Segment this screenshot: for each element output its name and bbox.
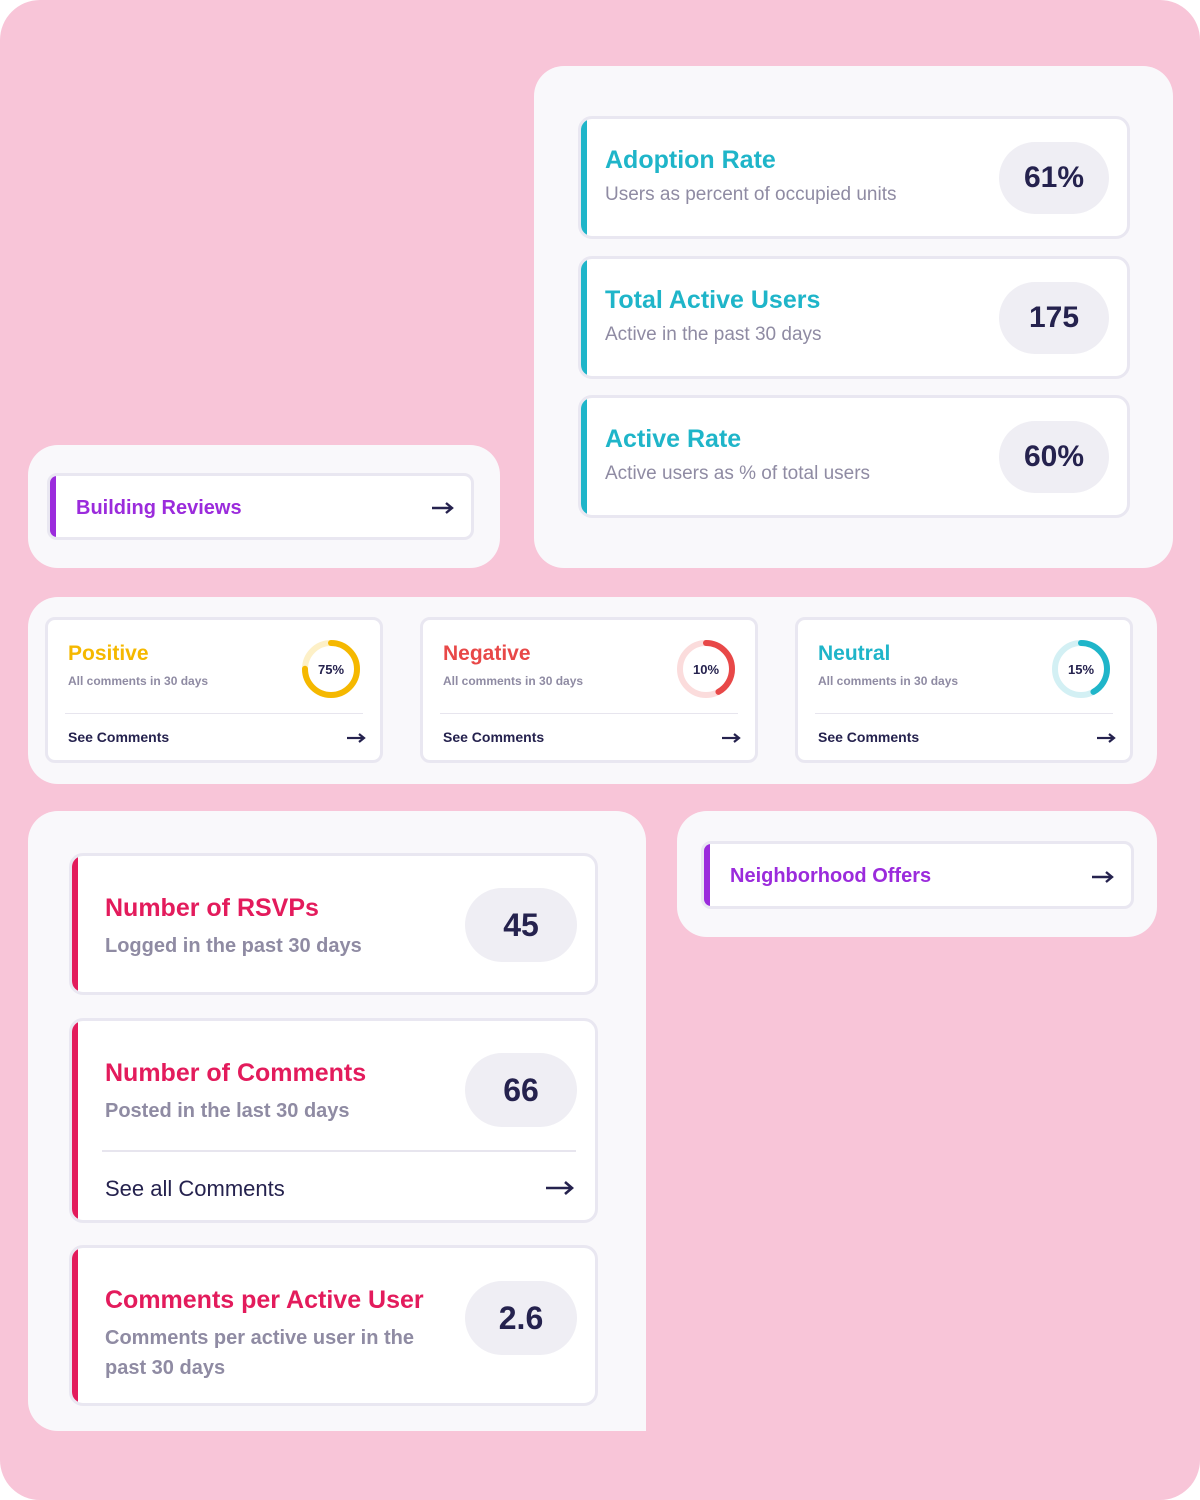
building-reviews-panel: Building Reviews xyxy=(28,445,500,568)
metric-value: 61% xyxy=(999,142,1109,214)
metric-title: Comments per Active User xyxy=(105,1286,424,1314)
accent-bar xyxy=(581,398,587,515)
sentiment-title: Neutral xyxy=(818,642,891,665)
accent-bar xyxy=(704,844,710,906)
arrow-right-icon xyxy=(1091,870,1115,884)
neighborhood-offers-label: Neighborhood Offers xyxy=(730,865,932,887)
building-reviews-label: Building Reviews xyxy=(76,497,242,519)
percent-label: 10% xyxy=(692,661,720,677)
divider xyxy=(102,1150,576,1152)
percent-label: 15% xyxy=(1067,661,1095,677)
user-metrics-panel: Adoption Rate Users as percent of occupi… xyxy=(534,66,1173,568)
negative-donut: 10% xyxy=(675,638,737,700)
positive-donut: 75% xyxy=(300,638,362,700)
neighborhood-offers-link[interactable]: Neighborhood Offers xyxy=(701,841,1134,909)
metric-value: 175 xyxy=(999,282,1109,354)
arrow-right-icon[interactable] xyxy=(721,731,741,749)
total-active-users-card[interactable]: Total Active Users Active in the past 30… xyxy=(578,256,1130,379)
neighborhood-offers-panel: Neighborhood Offers xyxy=(677,811,1157,937)
metric-value: 45 xyxy=(465,888,577,962)
metric-title: Number of Comments xyxy=(105,1059,367,1087)
metric-subtitle: Users as percent of occupied units xyxy=(605,184,897,205)
sentiment-subtitle: All comments in 30 days xyxy=(68,674,209,688)
metric-value: 66 xyxy=(465,1053,577,1127)
metric-subtitle: Logged in the past 30 days xyxy=(105,935,362,957)
accent-bar xyxy=(50,476,56,537)
see-all-comments-link[interactable]: See all Comments xyxy=(105,1176,285,1201)
accent-bar xyxy=(581,119,587,236)
accent-bar xyxy=(581,259,587,376)
percent-label: 75% xyxy=(317,661,345,677)
neutral-card: Neutral All comments in 30 days 15% See … xyxy=(795,617,1133,763)
see-comments-link[interactable]: See Comments xyxy=(818,729,920,745)
sentiment-subtitle: All comments in 30 days xyxy=(443,674,584,688)
rsvps-card[interactable]: Number of RSVPs Logged in the past 30 da… xyxy=(69,853,598,995)
metric-value: 2.6 xyxy=(465,1281,577,1355)
metric-title: Total Active Users xyxy=(605,286,821,314)
divider xyxy=(440,713,738,714)
metric-title: Active Rate xyxy=(605,425,742,453)
accent-bar xyxy=(72,1021,78,1220)
building-reviews-link[interactable]: Building Reviews xyxy=(47,473,474,540)
metric-subtitle: Active users as % of total users xyxy=(605,463,871,484)
sentiment-subtitle: All comments in 30 days xyxy=(818,674,959,688)
sentiment-panel: Positive All comments in 30 days 75% See… xyxy=(28,597,1157,784)
active-rate-card[interactable]: Active Rate Active users as % of total u… xyxy=(578,395,1130,518)
engagement-panel: Number of RSVPs Logged in the past 30 da… xyxy=(28,811,646,1431)
comments-per-user-card[interactable]: Comments per Active User Comments per ac… xyxy=(69,1245,598,1406)
arrow-right-icon[interactable] xyxy=(545,1180,575,1196)
metric-title: Number of RSVPs xyxy=(105,894,319,922)
sentiment-title: Negative xyxy=(443,642,531,665)
divider xyxy=(65,713,363,714)
arrow-right-icon xyxy=(431,501,455,515)
metric-subtitle: Comments per active user in the xyxy=(105,1327,414,1349)
metric-value: 60% xyxy=(999,421,1109,493)
metric-title: Adoption Rate xyxy=(605,146,776,174)
sentiment-title: Positive xyxy=(68,642,149,665)
comments-card: Number of Comments Posted in the last 30… xyxy=(69,1018,598,1223)
divider xyxy=(815,713,1113,714)
see-comments-link[interactable]: See Comments xyxy=(68,729,170,745)
metric-subtitle: Active in the past 30 days xyxy=(605,324,822,345)
accent-bar xyxy=(72,856,78,992)
metric-subtitle: Posted in the last 30 days xyxy=(105,1100,350,1122)
arrow-right-icon[interactable] xyxy=(346,731,366,749)
see-comments-link[interactable]: See Comments xyxy=(443,729,545,745)
positive-card: Positive All comments in 30 days 75% See… xyxy=(45,617,383,763)
neutral-donut: 15% xyxy=(1050,638,1112,700)
accent-bar xyxy=(72,1248,78,1403)
adoption-rate-card[interactable]: Adoption Rate Users as percent of occupi… xyxy=(578,116,1130,239)
arrow-right-icon[interactable] xyxy=(1096,731,1116,749)
metric-subtitle-line2: past 30 days xyxy=(105,1357,226,1379)
negative-card: Negative All comments in 30 days 10% See… xyxy=(420,617,758,763)
